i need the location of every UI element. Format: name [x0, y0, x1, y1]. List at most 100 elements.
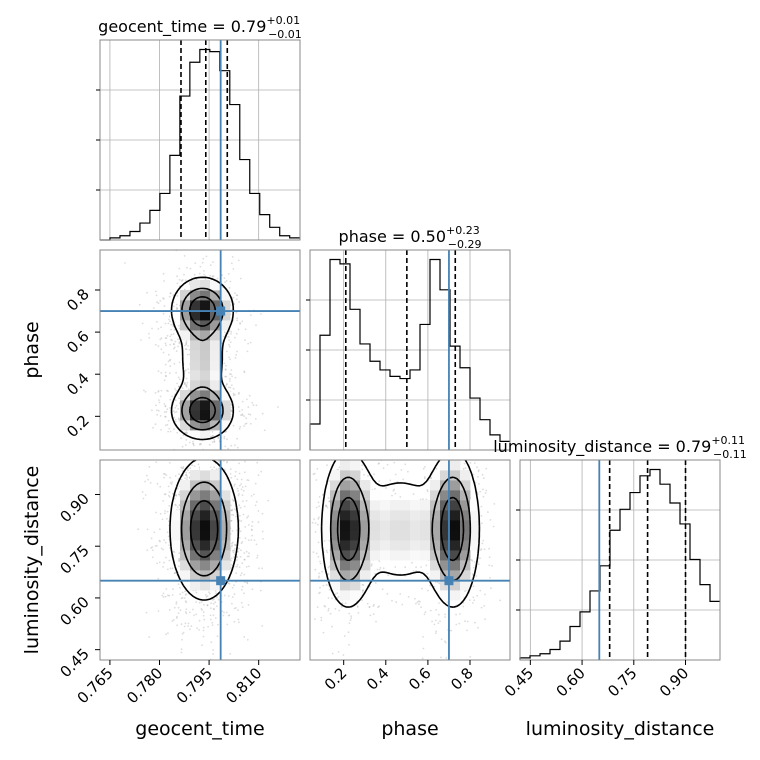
scatter-point	[178, 473, 181, 476]
scatter-point	[467, 441, 469, 443]
density-cell	[400, 530, 411, 541]
scatter-point	[222, 451, 224, 453]
density-cell	[340, 540, 351, 551]
density-cell	[210, 470, 221, 481]
scatter-point	[480, 606, 483, 609]
scatter-point	[236, 556, 239, 558]
scatter-point	[175, 495, 178, 497]
scatter-point	[184, 477, 187, 480]
scatter-point	[178, 418, 180, 421]
scatter-point	[373, 424, 375, 426]
density-cell	[470, 530, 481, 541]
scatter-point	[253, 493, 255, 496]
density-cell	[380, 550, 391, 561]
scatter-point	[200, 452, 202, 454]
scatter-point	[402, 478, 404, 481]
scatter-point	[316, 606, 319, 608]
scatter-point	[464, 620, 466, 623]
scatter-point	[294, 527, 296, 529]
scatter-point	[225, 385, 227, 387]
scatter-point	[421, 657, 424, 660]
scatter-point	[329, 612, 332, 615]
scatter-point	[362, 584, 365, 586]
scatter-point	[178, 327, 181, 330]
scatter-point	[261, 412, 264, 415]
scatter-point	[350, 617, 353, 620]
scatter-point	[362, 589, 364, 592]
scatter-point	[171, 377, 173, 379]
scatter-point	[163, 539, 166, 541]
scatter-point	[473, 561, 476, 563]
scatter-point	[250, 528, 253, 531]
scatter-point	[200, 601, 203, 603]
scatter-point	[238, 410, 241, 413]
scatter-point	[342, 456, 344, 458]
density-cell	[200, 370, 211, 381]
scatter-point	[386, 463, 389, 466]
scatter-point	[184, 590, 187, 593]
scatter-point	[483, 605, 486, 607]
density-cell	[190, 490, 201, 501]
scatter-point	[168, 559, 171, 562]
scatter-point	[174, 406, 177, 409]
scatter-point	[254, 418, 257, 420]
scatter-point	[177, 583, 180, 586]
scatter-point	[325, 505, 327, 508]
scatter-point	[156, 320, 158, 323]
scatter-point	[228, 345, 231, 348]
y-tick-label: 0.90	[56, 490, 92, 526]
scatter-point	[175, 389, 178, 392]
scatter-point	[244, 485, 247, 488]
scatter-point	[248, 394, 251, 397]
scatter-point	[345, 693, 347, 695]
scatter-point	[234, 444, 236, 447]
scatter-point	[412, 570, 415, 572]
scatter-point	[168, 295, 171, 298]
scatter-point	[230, 373, 232, 376]
scatter-point	[438, 434, 440, 436]
density-cell	[360, 540, 371, 551]
scatter-point	[161, 518, 164, 521]
scatter-point	[181, 467, 184, 470]
scatter-point	[172, 492, 174, 495]
scatter-point	[241, 494, 244, 497]
scatter-point	[200, 443, 203, 445]
scatter-point	[331, 625, 333, 628]
scatter-point	[175, 601, 178, 603]
scatter-point	[302, 543, 304, 545]
density-cell	[200, 530, 211, 541]
density-cell	[360, 570, 371, 581]
scatter-point	[215, 592, 218, 595]
scatter-point	[377, 606, 379, 609]
scatter-point	[238, 301, 241, 303]
scatter-point	[210, 240, 212, 242]
scatter-point	[176, 615, 178, 618]
scatter-point	[251, 529, 253, 531]
scatter-point	[166, 442, 168, 444]
scatter-point	[182, 631, 185, 634]
scatter-point	[481, 473, 484, 476]
x-tick-label: 0.780	[123, 664, 166, 707]
scatter-point	[154, 392, 157, 394]
density-cell	[340, 560, 351, 571]
scatter-point	[464, 467, 467, 470]
scatter-point	[456, 456, 458, 458]
scatter-point	[169, 430, 172, 433]
contour-level-1	[320, 460, 481, 608]
scatter-point	[186, 353, 189, 356]
scatter-point	[199, 443, 201, 446]
scatter-point	[374, 572, 376, 575]
scatter-point	[236, 319, 239, 322]
scatter-point	[212, 445, 214, 447]
scatter-point	[205, 255, 208, 258]
density-cell	[400, 540, 411, 551]
scatter-point	[151, 546, 154, 548]
scatter-point	[167, 594, 169, 597]
density-cell	[210, 340, 221, 351]
scatter-point	[183, 383, 186, 386]
scatter-point	[255, 324, 257, 327]
scatter-point	[370, 563, 373, 565]
scatter-point	[484, 446, 486, 448]
scatter-point	[493, 503, 496, 505]
density-cell	[420, 520, 431, 531]
